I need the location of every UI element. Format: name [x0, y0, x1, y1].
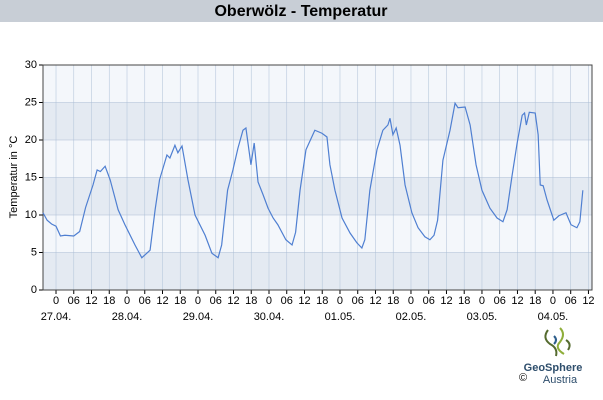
x-tick-label: 0: [408, 295, 414, 307]
x-tick-label: 18: [174, 295, 186, 307]
grid-band: [43, 215, 592, 253]
plot-frame: [42, 64, 593, 291]
x-tick-label: 0: [550, 295, 556, 307]
x-tick-label: 12: [440, 295, 452, 307]
x-tick-label: 06: [210, 295, 222, 307]
x-tick-label: 12: [156, 295, 168, 307]
x-tick-label: 18: [387, 295, 399, 307]
x-tick-label: 18: [103, 295, 115, 307]
x-tick-label: 0: [479, 295, 485, 307]
data-line: [42, 101, 584, 259]
copyright: ©: [519, 372, 527, 384]
date-label: 29.04.: [183, 311, 214, 323]
grid-band: [43, 252, 592, 290]
x-tick-label: 06: [281, 295, 293, 307]
grid-band: [43, 177, 592, 215]
x-tick-label: 18: [245, 295, 257, 307]
grid-band: [43, 102, 592, 140]
x-tick-label: 06: [494, 295, 506, 307]
y-tick-label: 5: [31, 246, 37, 258]
x-tick-label: 18: [316, 295, 328, 307]
date-label: 02.05.: [396, 311, 427, 323]
x-tick-label: 0: [53, 295, 59, 307]
x-tick-label: 12: [369, 295, 381, 307]
date-label: 27.04.: [41, 311, 72, 323]
date-label: 30.04.: [254, 311, 285, 323]
title-bar: [0, 0, 603, 22]
x-tick-label: 06: [352, 295, 364, 307]
date-label: 04.05.: [538, 311, 569, 323]
logo-icon: [544, 327, 571, 357]
x-tick-label: 06: [68, 295, 80, 307]
x-tick-label: 12: [298, 295, 310, 307]
x-tick-label: 18: [458, 295, 470, 307]
chart-title: Oberwölz - Temperatur: [214, 3, 387, 20]
y-axis-label: Temperatur in °C: [8, 136, 20, 219]
y-tick-label: 20: [25, 134, 37, 146]
y-tick-label: 25: [25, 96, 37, 108]
y-tick-label: 30: [25, 59, 37, 71]
x-tick-label: 18: [529, 295, 541, 307]
x-tick-label: 0: [124, 295, 130, 307]
x-tick-label: 06: [565, 295, 577, 307]
x-tick-label: 06: [139, 295, 151, 307]
y-tick-label: 15: [25, 171, 37, 183]
date-label: 28.04.: [112, 311, 143, 323]
x-tick-label: 0: [195, 295, 201, 307]
logo-sub: Austria: [543, 374, 578, 386]
x-tick-label: 06: [423, 295, 435, 307]
grid-band: [43, 65, 592, 103]
x-tick-label: 12: [511, 295, 523, 307]
logo-name: GeoSphere: [524, 362, 583, 374]
y-tick-label: 0: [31, 284, 37, 296]
x-tick-label: 0: [266, 295, 272, 307]
date-label: 01.05.: [325, 311, 356, 323]
x-tick-label: 12: [582, 295, 594, 307]
x-tick-label: 12: [85, 295, 97, 307]
x-tick-label: 0: [337, 295, 343, 307]
x-tick-label: 12: [227, 295, 239, 307]
y-tick-label: 10: [25, 209, 37, 221]
date-label: 03.05.: [467, 311, 498, 323]
grid-band: [43, 140, 592, 178]
